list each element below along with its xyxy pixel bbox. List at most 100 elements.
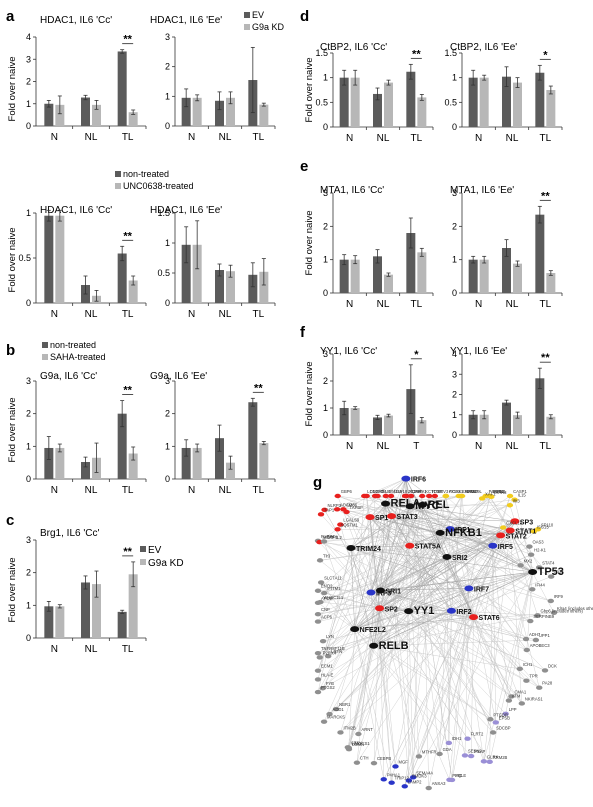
network-node-label: RRM2B: [493, 755, 508, 760]
network-edge: [404, 535, 501, 787]
x-tick-label: TL: [252, 132, 264, 143]
legend-swatch-dark: [115, 171, 121, 177]
network-edge: [380, 590, 527, 651]
bar-a4-dark: [248, 274, 258, 303]
bar-e1-dark: [373, 256, 382, 293]
bar-a1-light: [92, 104, 101, 126]
chart-d2: CtBP2, IL6 'Ee' 0 0.5 1 1.5 N NL TL *: [444, 42, 563, 144]
network-edge: [329, 645, 374, 715]
y-tick-label: 0: [323, 288, 328, 298]
chart-e2: MTA1, IL6 'Ee' 0 1 2 3 N NL TL **: [450, 185, 563, 310]
chart-f2: YY1, IL6 'Ee' 0 1 2 3 4 N NL TL **: [450, 346, 563, 452]
network-node-label: ADH7: [529, 632, 541, 637]
network-edge: [354, 612, 554, 630]
significance-marker: **: [541, 352, 550, 364]
y-tick-label: 2: [165, 409, 170, 419]
network-node-label: KCTD12: [425, 489, 442, 494]
network-node: [317, 580, 325, 585]
network-node: [431, 493, 439, 499]
network-node: [487, 717, 494, 722]
network-edge: [317, 517, 371, 671]
network-hub-node: [381, 500, 391, 507]
network-node: [442, 493, 450, 499]
network-edge: [350, 504, 423, 549]
y-tick-label: 2: [26, 568, 31, 578]
network-edge: [449, 529, 485, 762]
network-node-label: IFI44: [535, 582, 545, 587]
network-edge: [410, 506, 552, 577]
network-edge: [514, 499, 533, 573]
network-node-label: SAMD4: [462, 489, 477, 494]
y-tick-label: 2: [323, 221, 328, 231]
network-node-label: ADD1: [333, 707, 345, 712]
network-edge: [461, 495, 470, 589]
network-node-label: CD40: [493, 489, 504, 494]
bar-f2-light: [479, 414, 489, 435]
network-node-label: PTGS2: [321, 685, 335, 690]
network-node-label: TRIP12: [395, 776, 410, 781]
network-edge: [354, 556, 448, 630]
y-tick-label: 1: [323, 403, 328, 413]
network-node-label: IDH1: [452, 736, 462, 741]
network-node: [523, 647, 530, 653]
network-node-label: NLRP3: [328, 503, 342, 508]
network-node: [547, 598, 555, 604]
network-node: [332, 706, 340, 712]
network-node-label: SQLE: [455, 773, 466, 778]
network-node-label: UPP1: [539, 633, 551, 638]
bar-c1-light: [55, 606, 65, 638]
y-tick-label: 2: [26, 409, 31, 419]
network-node-label: ICH1: [523, 662, 533, 667]
x-tick-label: NL: [219, 132, 232, 143]
network-node: [526, 544, 533, 549]
bar-a4-dark: [215, 270, 224, 303]
x-tick-label: N: [188, 132, 195, 143]
x-tick-label: N: [346, 299, 353, 310]
y-tick-label: 3: [452, 188, 457, 198]
network-edge: [489, 571, 533, 762]
bar-f2-dark: [468, 414, 478, 435]
y-tick-label: 0: [26, 633, 31, 643]
network-edge: [529, 546, 533, 573]
y-tick-label: 1: [452, 255, 457, 265]
y-tick-label: 2: [323, 376, 328, 386]
x-tick-label: TL: [122, 644, 134, 655]
x-tick-label: N: [346, 441, 353, 452]
network-edge: [483, 571, 533, 762]
significance-marker: *: [543, 49, 548, 61]
bar-a2-light: [259, 104, 269, 126]
network-node: [324, 653, 332, 659]
network-hub-label: IRF1: [455, 527, 470, 534]
panel-letter-d: d: [300, 8, 309, 25]
network-hub-label: NFKB1: [445, 527, 482, 539]
network-node-label: SEMA4A: [416, 770, 433, 775]
network-edge: [446, 496, 492, 558]
network-node-label: IRAK3: [494, 490, 507, 495]
chart-b1: G9a, IL6 'Cc' Fold over naive 0 1 2 3 N NL TL **: [7, 371, 147, 496]
y-tick-label: 1.5: [157, 208, 170, 218]
network-hub-label: STAT2: [506, 533, 527, 540]
network-edge: [439, 532, 474, 618]
network-node: [334, 527, 341, 532]
network-edge: [410, 495, 447, 507]
network-hub-node: [442, 553, 452, 560]
y-tick-label: 3: [165, 376, 170, 386]
network-hub-node: [387, 513, 397, 520]
network-edge: [408, 556, 448, 612]
network-node-label: XAF1: [485, 491, 496, 496]
network-edge: [422, 504, 429, 789]
network-edge: [337, 506, 411, 510]
network-edge: [317, 608, 380, 654]
network-edge: [369, 516, 474, 618]
network-hub-node: [488, 542, 498, 549]
significance-marker: **: [123, 385, 132, 397]
network-node-label: GBP6: [341, 489, 353, 494]
network-node: [363, 493, 370, 499]
y-axis-label: Fold over naive: [7, 228, 18, 293]
legend-a-mid: non-treated UNC0638-treated: [115, 169, 194, 191]
bar-f2-dark: [535, 378, 545, 435]
network-node: [314, 650, 322, 656]
network-node-label: NKIRAS1: [525, 696, 544, 701]
x-tick-label: NL: [377, 441, 390, 452]
